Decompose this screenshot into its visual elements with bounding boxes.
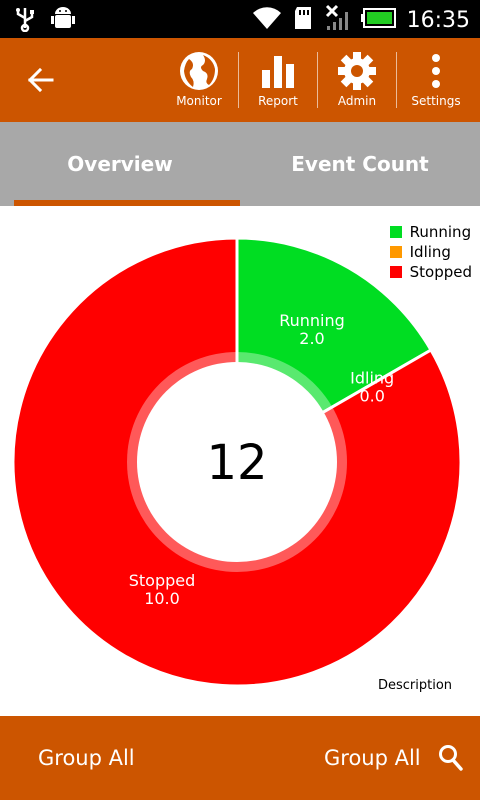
android-debug-icon: [50, 6, 76, 36]
clock-time: 16:35: [406, 7, 470, 33]
more-vert-icon: [430, 50, 442, 92]
sd-card-icon: [293, 5, 315, 35]
bar-chart-icon: [260, 50, 296, 92]
slice-value-idling: 0.0: [359, 386, 384, 405]
slice-label-stopped: Stopped: [129, 571, 196, 590]
legend-swatch-running: [389, 226, 402, 238]
report-button[interactable]: Report: [239, 38, 317, 122]
tab-bar: Overview Event Count: [0, 122, 480, 206]
battery-icon: [360, 7, 397, 33]
report-label: Report: [258, 94, 298, 108]
group-filter-right[interactable]: Group All: [324, 746, 421, 770]
legend-label-stopped: Stopped: [409, 263, 472, 281]
app-bar: Monitor Report: [0, 38, 480, 122]
arrow-back-icon: [22, 67, 62, 102]
legend-label-running: Running: [409, 223, 472, 241]
slice-label-idling: Idling: [350, 368, 394, 387]
globe-icon: [179, 50, 219, 92]
tab-event-count[interactable]: Event Count: [240, 122, 480, 206]
divider: [317, 52, 318, 108]
legend-item-idling: Idling: [389, 242, 472, 262]
chart-legend: Running Idling Stopped: [389, 222, 472, 282]
legend-item-stopped: Stopped: [389, 262, 472, 282]
monitor-button[interactable]: Monitor: [160, 38, 238, 122]
tab-overview[interactable]: Overview: [0, 122, 240, 206]
center-total: 12: [206, 435, 267, 491]
slice-value-running: 2.0: [299, 329, 324, 348]
settings-label: Settings: [411, 94, 461, 108]
no-signal-icon: [325, 4, 351, 36]
chart-description: Description: [378, 678, 453, 693]
group-filter-left[interactable]: Group All: [38, 746, 135, 770]
legend-swatch-idling: [389, 246, 402, 258]
legend-item-running: Running: [389, 222, 472, 242]
back-button[interactable]: [22, 62, 62, 98]
chart-center-hole: [137, 362, 337, 562]
legend-label-idling: Idling: [409, 243, 451, 261]
tab-overview-label: Overview: [67, 152, 173, 176]
tab-event-count-label: Event Count: [291, 152, 429, 176]
divider: [396, 52, 397, 108]
admin-label: Admin: [337, 94, 377, 108]
admin-button[interactable]: Admin: [318, 38, 396, 122]
settings-button[interactable]: Settings: [397, 38, 475, 122]
search-icon[interactable]: [438, 744, 464, 776]
gear-icon: [337, 50, 377, 92]
status-bar: 16:35: [0, 0, 480, 38]
monitor-label: Monitor: [176, 94, 222, 108]
slice-value-stopped: 10.0: [144, 589, 180, 608]
slice-label-running: Running: [279, 311, 345, 330]
legend-swatch-stopped: [389, 266, 402, 278]
divider: [238, 52, 239, 108]
bottom-bar: Group All Group All: [0, 716, 480, 800]
usb-icon: [14, 6, 36, 36]
wifi-icon: [251, 5, 283, 35]
